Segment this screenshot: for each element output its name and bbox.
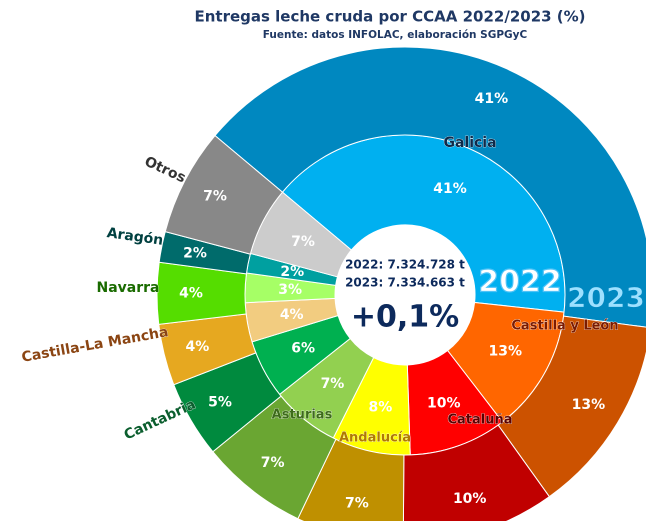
value-label: 10% (427, 395, 461, 411)
chart-subtitle: Fuente: datos INFOLAC, elaboración SGPGy… (263, 29, 528, 41)
value-label: 7% (291, 234, 315, 250)
value-label: 7% (345, 496, 369, 512)
value-label: 3% (278, 282, 302, 298)
value-label: 13% (572, 397, 606, 413)
chart-title: Entregas leche cruda por CCAA 2022/2023 … (194, 8, 585, 26)
value-label: 7% (203, 189, 227, 205)
value-label: 4% (185, 339, 209, 355)
category-label: Cantabria (122, 396, 199, 443)
category-label: Navarra (97, 280, 160, 296)
category-label: Castilla-La Mancha (20, 324, 169, 366)
category-label: Castilla y León (511, 319, 618, 334)
value-label: 10% (453, 491, 487, 507)
value-label: 4% (179, 286, 203, 302)
value-label: 2% (183, 245, 207, 261)
value-label: 13% (489, 343, 523, 359)
category-label: Galicia (443, 135, 496, 151)
annotation: +0,1% (351, 300, 459, 335)
ring-label: 2022 (478, 265, 562, 300)
value-label: 41% (475, 91, 509, 107)
category-label: Cataluña (447, 413, 512, 428)
ring-label: 2023 (567, 281, 645, 314)
value-label: 8% (368, 399, 392, 415)
value-label: 2% (280, 264, 304, 280)
center-circle (335, 225, 475, 365)
value-label: 6% (291, 340, 315, 356)
annotation: 2023: 7.334.663 t (345, 276, 465, 290)
category-label: Otros (142, 154, 188, 187)
value-label: 4% (280, 307, 304, 323)
annotation: 2022: 7.324.728 t (345, 258, 465, 272)
category-label: Andalucía (339, 431, 411, 446)
value-label: 5% (208, 395, 232, 411)
category-label: Asturias (272, 408, 333, 423)
donut-segment (164, 134, 284, 255)
value-label: 41% (433, 181, 467, 197)
value-label: 7% (261, 455, 285, 471)
donut-segment (214, 46, 646, 328)
donut-segment (402, 424, 551, 521)
value-label: 7% (321, 376, 345, 392)
category-label: Aragón (106, 225, 164, 249)
